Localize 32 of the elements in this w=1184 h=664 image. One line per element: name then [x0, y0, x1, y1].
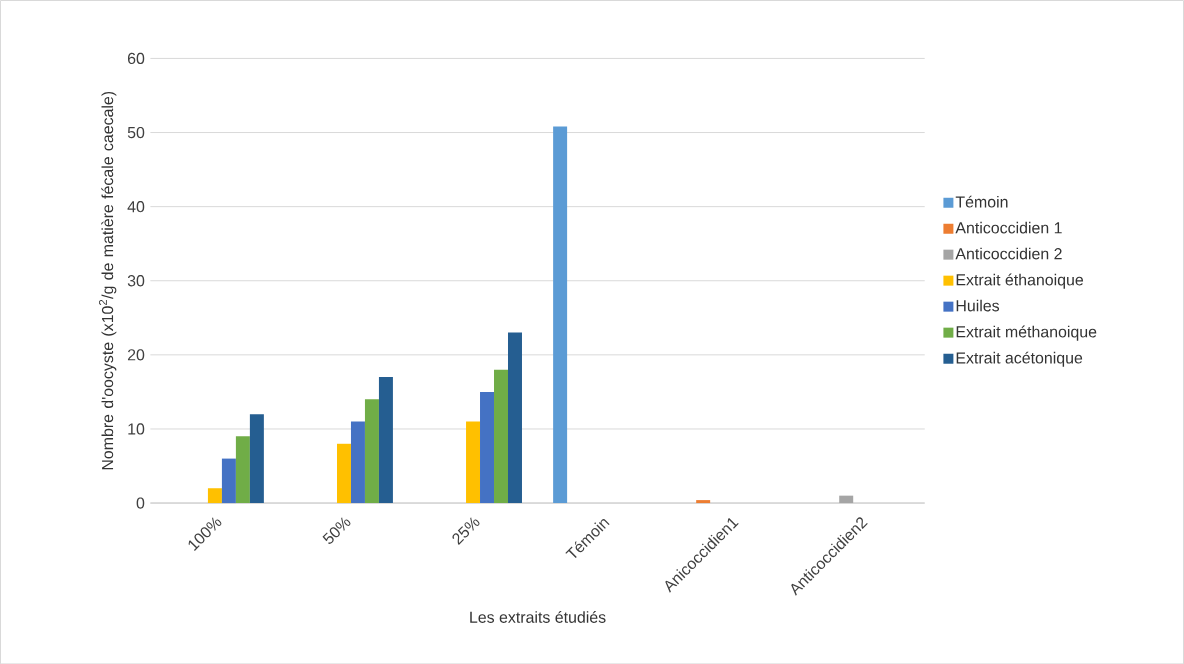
y-tick-label: 30 — [127, 274, 145, 287]
legend-label: Anticoccidien 2 — [955, 247, 1062, 260]
bar — [336, 443, 351, 503]
bar — [364, 399, 379, 503]
legend-label: Anticoccidien 1 — [955, 221, 1062, 234]
legend-label: Extrait acétonique — [956, 351, 1083, 367]
legend-label: Extrait éthanoique — [956, 273, 1084, 289]
bar — [235, 436, 250, 503]
bar — [696, 499, 711, 503]
y-tick-label: 0 — [136, 497, 145, 509]
x-tick-label: 50% — [322, 517, 351, 544]
legend-label: Huiles — [956, 299, 1000, 312]
bar — [466, 421, 481, 503]
bar — [207, 488, 222, 503]
bar — [839, 495, 854, 503]
y-tick-label: 10 — [128, 423, 145, 435]
y-tick-label: 50 — [127, 126, 145, 138]
bar — [350, 421, 365, 503]
x-axis-title: Les extraits étudiés — [470, 610, 606, 623]
y-tick-label: 60 — [127, 52, 145, 64]
bar — [494, 369, 508, 503]
bar — [480, 391, 495, 503]
y-tick-label: 40 — [127, 200, 145, 213]
bar — [249, 413, 264, 503]
legend-label: Extrait méthanoique — [956, 325, 1097, 341]
bar — [553, 126, 568, 503]
bar — [378, 376, 393, 503]
legend-label: Témoin — [955, 195, 1008, 208]
y-tick-label: 20 — [127, 349, 145, 361]
bar — [508, 332, 522, 503]
y-axis-title: Nombre d'oocyste (x10$^{2}$/g de matière fécale caecale) — [99, 91, 117, 470]
bar — [221, 458, 236, 503]
